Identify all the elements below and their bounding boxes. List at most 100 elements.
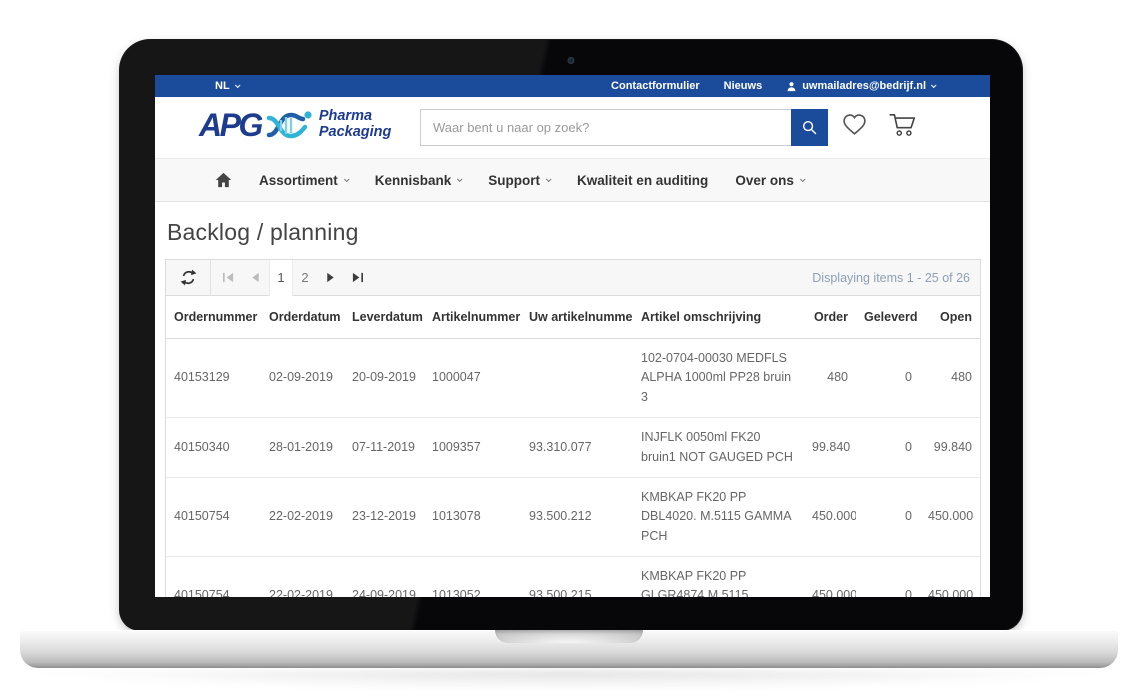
col-open: Open [920, 296, 980, 339]
nav-home[interactable] [215, 172, 232, 188]
cell-orderdatum: 22-02-2019 [261, 556, 344, 597]
nav-over-ons[interactable]: Over ons [735, 172, 806, 188]
cell-artikelnummer: 1009357 [424, 417, 521, 478]
table-row: 40153129 02-09-2019 20-09-2019 1000047 1… [166, 338, 980, 419]
table-row: 40150754 22-02-2019 24-09-2019 1013052 9… [166, 556, 980, 597]
nav-label: Kwaliteit en auditing [577, 172, 709, 188]
pager-status: Displaying items 1 - 25 of 26 [812, 270, 970, 285]
refresh-button[interactable] [166, 260, 210, 296]
cell-artikelnummer: 1013078 [424, 477, 521, 558]
page-number[interactable]: 2 [301, 270, 309, 285]
cell-ordernummer: 40150754 [166, 477, 261, 558]
search-icon [802, 120, 817, 135]
main-content: Backlog / planning [155, 219, 990, 597]
news-link-label: Nieuws [723, 80, 763, 92]
browser-viewport: NL Contactformulier Nieuws uwmailadres@b… [155, 75, 990, 597]
favorites-button[interactable] [841, 112, 868, 139]
backlog-grid: 1 2 Displayin [165, 259, 981, 597]
cell-open: 480 [920, 338, 980, 419]
table-row: 40150340 28-01-2019 07-11-2019 1009357 9… [166, 417, 980, 478]
previous-page-icon [252, 272, 259, 283]
logo-brand-line1: Pharma [318, 108, 373, 125]
laptop-screen-bezel: NL Contactformulier Nieuws uwmailadres@b… [120, 40, 1022, 630]
cell-leverdatum: 24-09-2019 [344, 556, 424, 597]
cell-uw-artikelnummer: 93.500.212 [521, 477, 633, 558]
cell-artikelnummer: 1013052 [424, 556, 521, 597]
table-header-row: Ordernummer Orderdatum Leverdatum Artike… [166, 296, 980, 339]
cart-button[interactable] [888, 111, 918, 141]
cell-ordernummer: 40150340 [166, 417, 261, 478]
nav-assortiment[interactable]: Assortiment [259, 172, 350, 188]
chevron-down-icon [457, 176, 463, 183]
laptop-base [20, 630, 1118, 668]
page-title: Backlog / planning [167, 219, 359, 245]
logo-brand-text: Pharma Packaging [318, 108, 392, 141]
search-button[interactable] [791, 109, 828, 146]
first-page-icon [223, 272, 234, 283]
account-menu[interactable]: uwmailadres@bedrijf.nl [786, 80, 937, 92]
search-bar [420, 109, 828, 146]
nav-label: Over ons [735, 172, 794, 188]
last-page-button[interactable] [344, 260, 371, 296]
webcam-icon [567, 57, 575, 64]
cell-omschrijving: INJFLK 0050ml FK20 bruin1 NOT GAUGED PCH [633, 417, 804, 478]
heart-icon [843, 114, 866, 135]
cell-orderdatum: 28-01-2019 [261, 417, 344, 478]
chevron-down-icon [930, 82, 937, 89]
col-ordernummer: Ordernummer [166, 296, 261, 339]
backlog-table: Ordernummer Orderdatum Leverdatum Artike… [166, 296, 980, 597]
home-icon [215, 172, 232, 188]
contact-link[interactable]: Contactformulier [611, 80, 700, 92]
nav-label: Assortiment [259, 172, 338, 188]
col-orderdatum: Orderdatum [261, 296, 344, 339]
cell-orderdatum: 22-02-2019 [261, 477, 344, 558]
cell-artikelnummer: 1000047 [424, 338, 521, 419]
cell-leverdatum: 20-09-2019 [344, 338, 424, 419]
user-icon [787, 81, 796, 91]
cell-ordernummer: 40153129 [166, 338, 261, 419]
cell-uw-artikelnummer: 93.500.215 [521, 556, 633, 597]
col-geleverd: Geleverd [856, 296, 920, 339]
search-input[interactable] [420, 109, 791, 146]
cell-leverdatum: 07-11-2019 [344, 417, 424, 478]
refresh-icon [180, 269, 196, 286]
cell-ordernummer: 40150754 [166, 556, 261, 597]
nav-kwaliteit-en-auditing[interactable]: Kwaliteit en auditing [577, 173, 708, 188]
page-number-current[interactable]: 1 [269, 259, 293, 296]
chevron-down-icon [545, 176, 552, 183]
col-artikelnummer: Artikelnummer [424, 296, 521, 339]
col-leverdatum: Leverdatum [344, 296, 424, 339]
chevron-down-icon [234, 82, 241, 89]
cart-icon [889, 114, 916, 136]
chevron-down-icon [799, 176, 806, 183]
top-utility-bar: NL Contactformulier Nieuws uwmailadres@b… [155, 75, 990, 97]
main-navigation: Assortiment Kennisbank Support Kwaliteit… [155, 158, 990, 202]
first-page-button[interactable] [215, 260, 242, 296]
cell-geleverd: 0 [856, 417, 920, 478]
cell-omschrijving: KMBKAP FK20 PP DBL4020. M.5115 GAMMA PCH [633, 477, 804, 558]
previous-page-button[interactable] [242, 260, 269, 296]
next-page-icon [327, 272, 334, 283]
col-artikel-omschrijving: Artikel omschrijving [633, 296, 804, 339]
cell-omschrijving: 102-0704-00030 MEDFLS ALPHA 1000ml PP28 … [633, 338, 804, 419]
chevron-down-icon [343, 176, 350, 183]
cell-order: 450.000 [804, 477, 856, 558]
cell-geleverd: 0 [856, 477, 920, 558]
nav-support[interactable]: Support [488, 173, 552, 188]
nav-kennisbank[interactable]: Kennisbank [374, 172, 463, 188]
cell-geleverd: 0 [856, 338, 920, 419]
cell-open: 450.000 [920, 556, 980, 597]
cell-order: 480 [804, 338, 856, 419]
cell-geleverd: 0 [856, 556, 920, 597]
next-page-button[interactable] [317, 260, 344, 296]
laptop-reflection [40, 670, 1098, 690]
site-header: APG Pharma Packaging [155, 97, 990, 158]
col-order: Order [804, 296, 856, 339]
company-logo[interactable]: APG Pharma Packaging [199, 106, 391, 144]
last-page-icon [352, 272, 363, 283]
nav-label: Kennisbank [374, 172, 452, 188]
news-link[interactable]: Nieuws [724, 80, 763, 92]
language-selector[interactable]: NL [215, 80, 241, 92]
cell-orderdatum: 02-09-2019 [261, 338, 344, 419]
